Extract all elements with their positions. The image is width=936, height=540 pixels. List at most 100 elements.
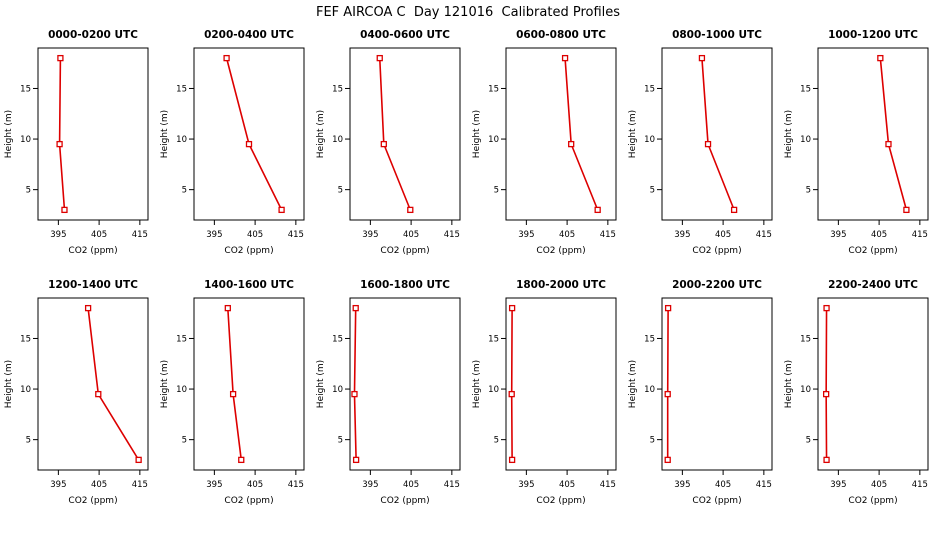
profile-line bbox=[58, 58, 66, 210]
x-tick-label: 415 bbox=[444, 480, 460, 490]
x-tick-label: 395 bbox=[50, 480, 66, 490]
profile-line bbox=[879, 58, 908, 211]
y-tick-label: 10 bbox=[644, 385, 655, 395]
y-tick-label: 15 bbox=[800, 334, 811, 344]
y-tick-label: 10 bbox=[332, 385, 343, 395]
x-tick-label: 405 bbox=[715, 480, 731, 490]
y-tick-label: 5 bbox=[338, 186, 343, 196]
x-tick-label: 395 bbox=[362, 230, 378, 240]
plot-axes: 395 405 415 5 10 15 bbox=[644, 47, 773, 240]
plot-data bbox=[56, 54, 68, 214]
plot-data bbox=[698, 54, 738, 214]
data-point-marker bbox=[376, 54, 383, 62]
data-point-marker bbox=[238, 456, 245, 464]
x-axis-label: CO2 (ppm) bbox=[536, 246, 585, 256]
profile-panel: 1800-2000 UTC 395 405 415 5 10 15 CO2 (ppm) H… bbox=[472, 279, 617, 506]
y-tick-label: 5 bbox=[806, 436, 811, 446]
plot-axes: 395 405 415 5 10 15 bbox=[800, 297, 929, 490]
x-tick-label: 415 bbox=[444, 230, 460, 240]
profile-panel: 2200-2400 UTC 395 405 415 5 10 15 CO2 (ppm) H… bbox=[784, 279, 929, 506]
data-point-marker bbox=[568, 140, 575, 148]
x-axis-label: CO2 (ppm) bbox=[692, 496, 741, 506]
plot-data bbox=[224, 304, 245, 464]
data-point-marker bbox=[352, 456, 360, 464]
data-point-marker bbox=[823, 304, 830, 312]
profile-panel: 0600-0800 UTC 395 405 415 5 10 15 CO2 (ppm) H… bbox=[472, 29, 617, 256]
y-tick-label: 5 bbox=[26, 436, 31, 446]
y-axis-label: Height (m) bbox=[316, 360, 326, 408]
data-point-marker bbox=[95, 390, 102, 398]
x-tick-label: 415 bbox=[132, 230, 148, 240]
data-point-marker bbox=[57, 54, 64, 62]
data-point-marker bbox=[664, 304, 672, 312]
plot-data bbox=[84, 304, 142, 464]
x-tick-label: 395 bbox=[206, 480, 222, 490]
y-tick-label: 15 bbox=[800, 84, 811, 94]
y-tick-label: 10 bbox=[800, 135, 811, 145]
panel-title: 0400-0600 UTC bbox=[360, 29, 450, 41]
y-tick-label: 15 bbox=[644, 84, 655, 94]
panel-title: 0800-1000 UTC bbox=[672, 29, 762, 41]
x-tick-label: 395 bbox=[518, 230, 534, 240]
profile-panel: 0000-0200 UTC 395 405 415 5 10 15 CO2 (ppm) H… bbox=[4, 29, 149, 256]
y-tick-label: 5 bbox=[182, 186, 187, 196]
x-tick-label: 395 bbox=[518, 480, 534, 490]
y-tick-label: 5 bbox=[806, 186, 811, 196]
plot-data bbox=[351, 304, 360, 464]
y-axis-label: Height (m) bbox=[784, 360, 794, 408]
data-point-marker bbox=[224, 304, 231, 312]
x-axis-label: CO2 (ppm) bbox=[68, 496, 117, 506]
panels-grid: 0000-0200 UTC 395 405 415 5 10 15 CO2 (ppm) H… bbox=[0, 22, 936, 522]
data-point-marker bbox=[61, 206, 68, 214]
x-tick-label: 405 bbox=[559, 230, 575, 240]
plot-axes: 395 405 415 5 10 15 bbox=[332, 297, 461, 490]
x-tick-label: 395 bbox=[50, 230, 66, 240]
data-point-marker bbox=[229, 390, 237, 398]
x-tick-label: 395 bbox=[674, 230, 690, 240]
panel-title: 1200-1400 UTC bbox=[48, 279, 138, 291]
y-axis-label: Height (m) bbox=[628, 360, 638, 408]
x-axis-label: CO2 (ppm) bbox=[68, 246, 117, 256]
plot-axes: 395 405 415 5 10 15 bbox=[488, 47, 617, 240]
profile-panel: 1200-1400 UTC 395 405 415 5 10 15 CO2 (ppm) H… bbox=[4, 279, 149, 506]
y-tick-label: 15 bbox=[488, 334, 499, 344]
data-point-marker bbox=[508, 456, 516, 464]
y-axis-label: Height (m) bbox=[628, 110, 638, 158]
y-tick-label: 5 bbox=[494, 186, 499, 196]
plot-data bbox=[508, 304, 516, 464]
x-tick-label: 405 bbox=[871, 230, 887, 240]
y-axis-label: Height (m) bbox=[4, 110, 14, 158]
data-point-marker bbox=[822, 390, 830, 398]
data-point-marker bbox=[594, 206, 601, 214]
x-tick-label: 405 bbox=[91, 480, 107, 490]
data-point-marker bbox=[352, 304, 359, 312]
plot-data bbox=[877, 54, 910, 214]
data-point-marker bbox=[704, 140, 712, 148]
profile-panel: 0200-0400 UTC 395 405 415 5 10 15 CO2 (ppm) H… bbox=[160, 29, 305, 256]
data-point-marker bbox=[561, 54, 569, 62]
x-axis-label: CO2 (ppm) bbox=[224, 496, 273, 506]
x-axis-label: CO2 (ppm) bbox=[692, 246, 741, 256]
x-tick-label: 405 bbox=[247, 480, 263, 490]
y-tick-label: 15 bbox=[644, 334, 655, 344]
x-tick-label: 415 bbox=[288, 230, 304, 240]
profile-panel: 1600-1800 UTC 395 405 415 5 10 15 CO2 (ppm) H… bbox=[316, 279, 461, 506]
panel-title: 2000-2200 UTC bbox=[672, 279, 762, 291]
y-tick-label: 5 bbox=[650, 436, 655, 446]
y-tick-label: 10 bbox=[488, 385, 499, 395]
plot-axes: 395 405 415 5 10 15 bbox=[20, 297, 149, 490]
y-tick-label: 5 bbox=[182, 436, 187, 446]
data-point-marker bbox=[380, 140, 387, 148]
y-tick-label: 15 bbox=[332, 334, 343, 344]
y-axis-label: Height (m) bbox=[160, 110, 170, 158]
data-point-marker bbox=[698, 54, 706, 62]
y-tick-label: 10 bbox=[176, 135, 187, 145]
x-tick-label: 405 bbox=[403, 230, 419, 240]
data-point-marker bbox=[823, 456, 830, 464]
y-tick-label: 5 bbox=[338, 436, 343, 446]
panel-title: 0200-0400 UTC bbox=[204, 29, 294, 41]
y-tick-label: 5 bbox=[494, 436, 499, 446]
data-point-marker bbox=[903, 206, 910, 214]
x-axis-label: CO2 (ppm) bbox=[848, 246, 897, 256]
